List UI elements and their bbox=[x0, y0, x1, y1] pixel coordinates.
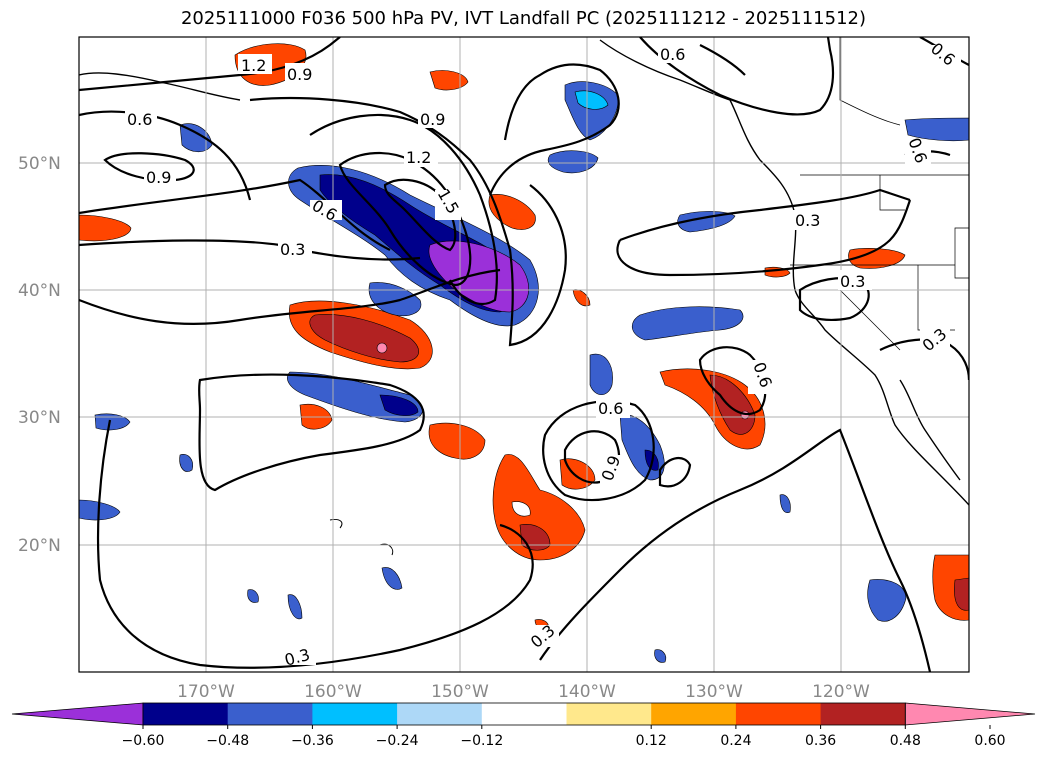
contour-label: 0.6 bbox=[660, 45, 685, 64]
contour-label: 0.3 bbox=[280, 240, 305, 259]
graticule bbox=[79, 37, 969, 672]
colorbar-extend-high bbox=[904, 702, 1036, 726]
map-plot bbox=[79, 37, 969, 672]
colorbar: −0.60 −0.48 −0.36 −0.24 −0.12 0.12 0.24 0.36 0.4… bbox=[11, 702, 1036, 749]
colorbar-segment bbox=[312, 703, 398, 725]
lon-label-120w: 120°W bbox=[812, 682, 870, 702]
lat-label-20n: 20°N bbox=[18, 536, 61, 556]
north-america-coast bbox=[729, 99, 969, 506]
lon-label-130w: 130°W bbox=[685, 682, 743, 702]
contour-label: 0.9 bbox=[287, 65, 312, 84]
colorbar-segment bbox=[481, 703, 567, 725]
contour-label: 0.9 bbox=[420, 110, 445, 129]
colorbar-tick-label: −0.36 bbox=[291, 733, 334, 749]
lon-label-170w: 170°W bbox=[177, 682, 235, 702]
colorbar-tick-label: 0.24 bbox=[720, 733, 751, 749]
colorbar-tick-label: 0.48 bbox=[890, 733, 921, 749]
colorbar-extend-low bbox=[11, 702, 144, 726]
colorbar-tick-label: 0.36 bbox=[805, 733, 836, 749]
colorbar-frame bbox=[142, 702, 906, 726]
colorbar-segment bbox=[227, 703, 313, 725]
contour-label: 0.6 bbox=[127, 110, 152, 129]
lon-label-140w: 140°W bbox=[558, 682, 616, 702]
contour-0p3-outer bbox=[79, 178, 391, 251]
lon-label-160w: 160°W bbox=[304, 682, 362, 702]
colorbar-segment bbox=[651, 703, 737, 725]
colorbar-tick-label: −0.60 bbox=[122, 733, 165, 749]
lon-label-150w: 150°W bbox=[431, 682, 489, 702]
contour-label: 0.6 bbox=[598, 399, 623, 418]
colorbar-segment bbox=[566, 703, 652, 725]
colorbar-segment bbox=[735, 703, 822, 725]
lat-label-40n: 40°N bbox=[18, 281, 61, 301]
colorbar-tick-label: 0.60 bbox=[974, 733, 1005, 749]
colorbar-tick-label: −0.12 bbox=[460, 733, 503, 749]
lat-label-30n: 30°N bbox=[18, 408, 61, 428]
negative-anomaly-core bbox=[428, 240, 529, 313]
contour-label: 1.2 bbox=[406, 148, 431, 167]
map-title: 2025111000 F036 500 hPa PV, IVT Landfall… bbox=[180, 8, 867, 29]
longitude-labels: 170°W 160°W 150°W 140°W 130°W 120°W bbox=[177, 682, 870, 702]
lat-label-50n: 50°N bbox=[18, 154, 61, 174]
colorbar-segment bbox=[397, 703, 483, 725]
colorbar-tick-label: −0.48 bbox=[206, 733, 249, 749]
contour-label: 0.3 bbox=[840, 272, 865, 291]
map-frame bbox=[78, 36, 970, 673]
contour-label: 0.9 bbox=[146, 168, 171, 187]
colorbar-tick-label: 0.12 bbox=[636, 733, 667, 749]
latitude-labels: 50°N 40°N 30°N 20°N bbox=[18, 154, 61, 556]
contour-label: 1.2 bbox=[241, 56, 266, 75]
colorbar-segment bbox=[820, 703, 906, 725]
colorbar-tick-label: −0.24 bbox=[376, 733, 419, 749]
colorbar-segment bbox=[143, 703, 229, 725]
pv-contours bbox=[79, 37, 969, 672]
contour-labels: 1.2 0.9 0.6 0.6 0.9 0.6 0.9 1.2 1.5 0.6 … bbox=[125, 39, 961, 670]
contour-label: 0.3 bbox=[795, 211, 820, 230]
